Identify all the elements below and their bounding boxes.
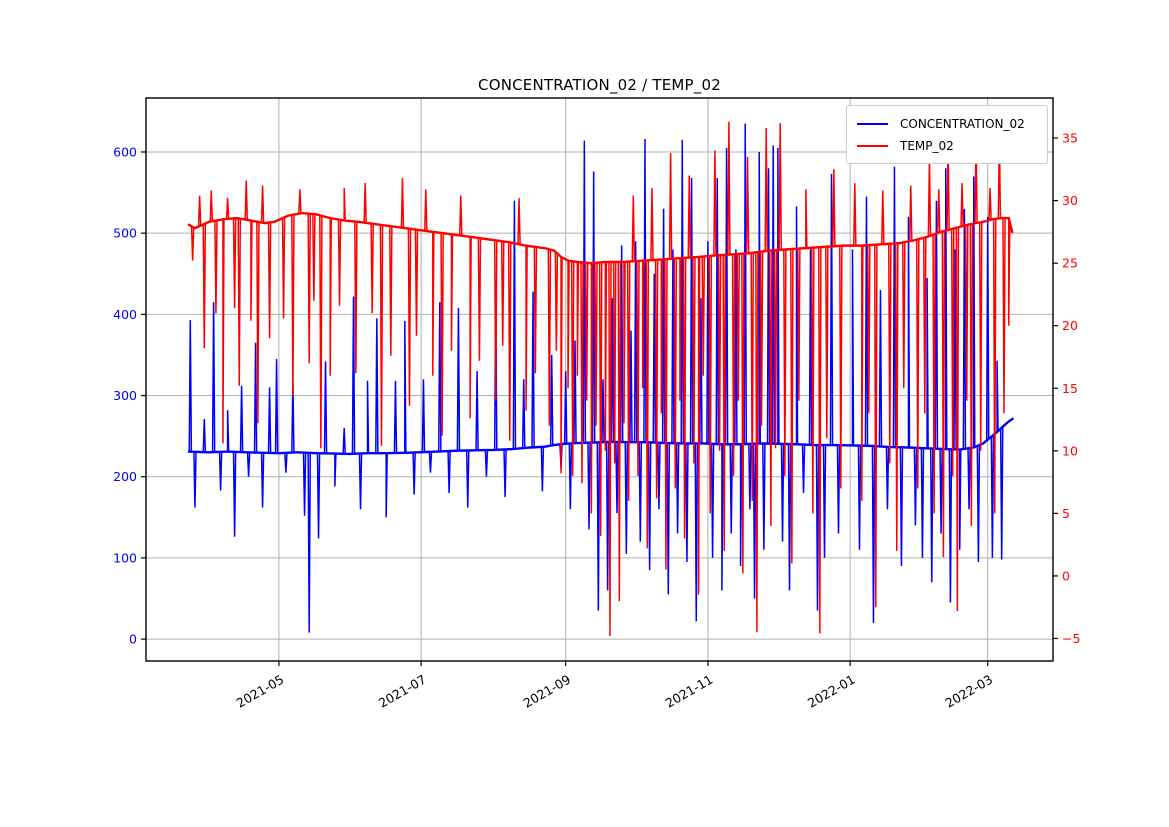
x-tick-label: 2021-11 (663, 672, 716, 711)
right-tick-label: 15 (1062, 381, 1078, 396)
temp-baseline-line (187, 211, 1014, 265)
chart-title: CONCENTRATION_02 / TEMP_02 (478, 76, 721, 94)
legend-row-temp: TEMP_02 (857, 135, 1037, 157)
legend-label-temp: TEMP_02 (900, 139, 954, 153)
right-tick-label: 30 (1062, 193, 1078, 208)
left-tick-label: 300 (113, 388, 137, 403)
right-tick-label: 0 (1062, 568, 1070, 583)
temp-line-sample (857, 145, 888, 147)
x-tick-label: 2021-07 (376, 672, 429, 711)
x-tick-label: 2021-05 (234, 672, 287, 711)
left-tick-label: 100 (113, 550, 137, 565)
right-tick-label: 35 (1062, 131, 1078, 146)
concentration-line-sample (857, 123, 888, 125)
axes-spine (145, 97, 1054, 662)
right-tick-label: −5 (1062, 631, 1080, 646)
right-tick-label: 10 (1062, 443, 1078, 458)
left-tick-label: 400 (113, 307, 137, 322)
legend-label-concentration: CONCENTRATION_02 (900, 117, 1025, 131)
right-tick-label: 5 (1062, 506, 1070, 521)
x-tick-label: 2022-01 (805, 672, 858, 711)
left-tick-label: 200 (113, 469, 137, 484)
left-tick-label: 500 (113, 226, 137, 241)
left-tick-label: 600 (113, 144, 137, 159)
x-tick-label: 2021-09 (520, 672, 573, 711)
temp-series-line (187, 121, 1014, 636)
legend: CONCENTRATION_02 TEMP_02 (846, 105, 1048, 164)
legend-row-concentration: CONCENTRATION_02 (857, 113, 1037, 135)
x-tick-label: 2022-03 (942, 672, 995, 711)
left-tick-label: 0 (129, 632, 137, 647)
right-tick-label: 25 (1062, 256, 1078, 271)
right-tick-label: 20 (1062, 318, 1078, 333)
